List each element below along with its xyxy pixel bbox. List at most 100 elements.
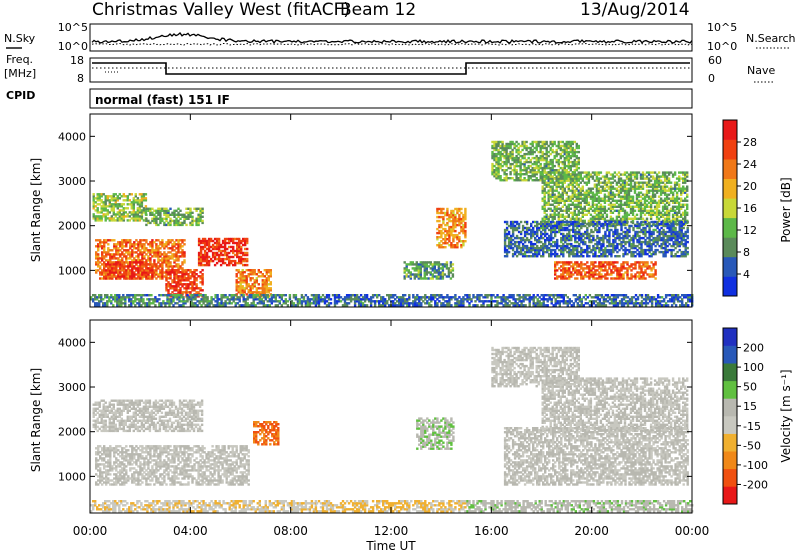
heatmap-cell (398, 296, 401, 299)
heatmap-cell (177, 275, 180, 278)
heatmap-cell (585, 199, 588, 202)
heatmap-cell (539, 171, 542, 174)
heatmap-cell (555, 160, 558, 164)
heatmap-cell (517, 160, 520, 164)
heatmap-cell (565, 152, 568, 156)
heatmap-cell (304, 302, 308, 305)
heatmap-cell (563, 156, 566, 160)
heatmap-cell (265, 279, 268, 282)
heatmap-cell (545, 191, 548, 194)
heatmap-cell (335, 296, 339, 299)
heatmap-cell (388, 294, 391, 297)
heatmap-cell (436, 209, 439, 213)
heatmap-cell (429, 267, 432, 270)
heatmap-cell (441, 265, 445, 268)
heatmap-cell (517, 164, 520, 168)
heatmap-cell (661, 199, 665, 202)
heatmap-cell (142, 193, 146, 196)
heatmap-cell (436, 294, 439, 297)
heatmap-cell (652, 296, 656, 299)
heatmap-cell (621, 215, 625, 218)
heatmap-cell (345, 302, 349, 305)
heatmap-cell (104, 294, 107, 297)
heatmap-cell (131, 249, 134, 252)
heatmap-cell (540, 304, 543, 307)
heatmap-cell (428, 296, 431, 299)
heatmap-cell (444, 300, 447, 303)
heatmap-cell (503, 144, 506, 148)
heatmap-cell (282, 294, 285, 297)
heatmap-cell (588, 300, 592, 303)
heatmap-cell (493, 152, 496, 156)
heatmap-cell (527, 160, 530, 164)
heatmap-cell (274, 296, 277, 299)
heatmap-cell (151, 247, 154, 250)
heatmap-cell (549, 215, 552, 218)
heatmap-cell (491, 144, 494, 148)
nsky-right-tick-top: 10^5 (707, 21, 737, 34)
heatmap-cell (645, 199, 649, 202)
heatmap-cell (519, 175, 522, 178)
heatmap-cell (102, 215, 105, 218)
heatmap-cell (622, 294, 626, 297)
heatmap-cell (448, 304, 451, 307)
heatmap-cell (573, 154, 576, 158)
heatmap-cell (115, 275, 118, 278)
heatmap-cell (131, 273, 134, 276)
heatmap-cell (205, 255, 209, 259)
nsky-left-tick-bottom: 10^0 (58, 40, 88, 53)
heatmap-cell (107, 275, 110, 278)
heatmap-cell (121, 239, 124, 242)
heatmap-cell (601, 189, 605, 192)
heatmap-cell (196, 294, 199, 297)
heatmap-cell (128, 219, 131, 222)
heatmap-cell (551, 158, 554, 162)
heatmap-cell (261, 283, 264, 286)
heatmap-cell (235, 269, 238, 272)
heatmap-cell (579, 181, 582, 184)
heatmap-cell (582, 304, 585, 307)
heatmap-cell (567, 171, 570, 174)
heatmap-cell (143, 249, 146, 252)
heatmap-cell (116, 217, 119, 220)
heatmap-cell (95, 269, 98, 272)
heatmap-cell (535, 148, 538, 152)
heatmap-cell (95, 261, 98, 264)
heatmap-cell (458, 302, 461, 305)
heatmap-cell (150, 294, 153, 297)
heatmap-cell (92, 213, 95, 216)
heatmap-cell (609, 191, 613, 194)
heatmap-cell (177, 251, 180, 254)
heatmap-cell (181, 249, 184, 252)
heatmap-cell (567, 146, 570, 150)
heatmap-cell (175, 289, 178, 292)
heatmap-cell (189, 283, 192, 286)
heatmap-cell (517, 150, 520, 154)
heatmap-cell (218, 298, 221, 301)
heatmap-cell (119, 265, 122, 268)
heatmap-cell (215, 245, 219, 249)
heatmap-cell (178, 296, 181, 299)
heatmap-cell (238, 251, 241, 255)
heatmap-cell (543, 164, 546, 168)
heatmap-cell (97, 263, 100, 266)
heatmap-cell (446, 294, 449, 297)
heatmap-cell (128, 304, 131, 307)
heatmap-cell (125, 261, 128, 264)
heatmap-cell (593, 173, 597, 176)
heatmap-cell (496, 294, 499, 297)
heatmap-cell (180, 304, 183, 307)
heatmap-cell (565, 171, 568, 174)
heatmap-cell (119, 269, 122, 272)
heatmap-cell (563, 148, 566, 152)
heatmap-cell (685, 304, 688, 307)
heatmap-cell (169, 221, 172, 225)
heatmap-cell (683, 304, 686, 307)
heatmap-cell (462, 213, 465, 217)
heatmap-cell (611, 181, 615, 184)
heatmap-cell (488, 304, 491, 307)
heatmap-cell (497, 156, 500, 160)
heatmap-cell (262, 304, 265, 307)
heatmap-cell (140, 304, 143, 307)
heatmap-cell (139, 239, 142, 242)
